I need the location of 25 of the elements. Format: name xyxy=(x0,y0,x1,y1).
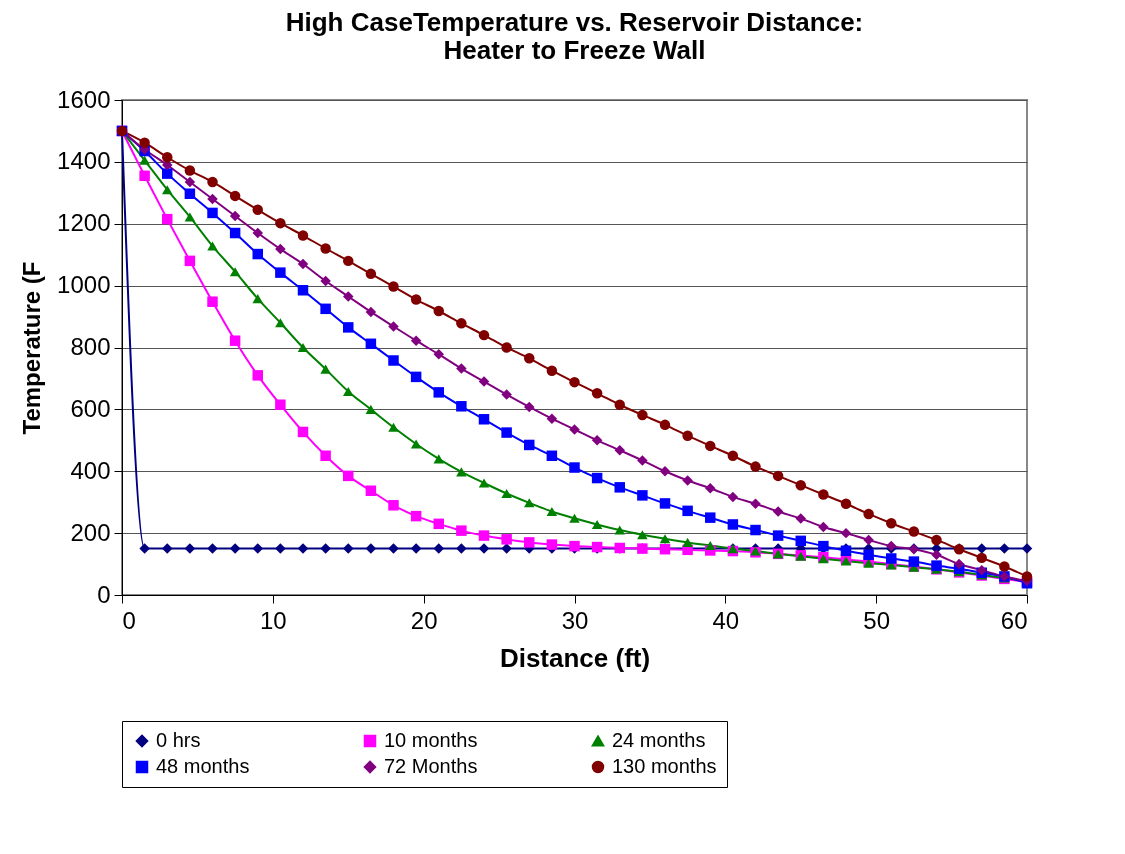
y-tick-label: 1400 xyxy=(57,147,111,175)
y-tick-label: 1000 xyxy=(57,271,111,299)
x-tick-label: 50 xyxy=(863,606,891,634)
legend-label: 130 months xyxy=(612,755,717,777)
y-tick-label: 600 xyxy=(70,394,111,422)
y-axis-title: Temperature (F xyxy=(18,261,46,435)
x-tick-label: 40 xyxy=(712,606,740,634)
y-tick-label: 800 xyxy=(70,333,111,360)
x-tick-label: 60 xyxy=(1000,606,1028,634)
x-tick-label: 0 xyxy=(122,606,136,634)
x-tick-label: 10 xyxy=(259,606,287,634)
legend-label: 24 months xyxy=(612,729,706,751)
x-tick-label: 30 xyxy=(561,606,589,634)
y-tick-label: 0 xyxy=(97,580,111,608)
legend-label: 0 hrs xyxy=(156,729,201,751)
y-tick-label: 400 xyxy=(70,456,111,484)
y-tick-label: 200 xyxy=(70,518,111,546)
legend-label: 72 Months xyxy=(384,755,478,777)
y-tick-label: 1600 xyxy=(57,85,111,113)
y-tick-label: 1200 xyxy=(57,209,111,237)
chart-title: High CaseTemperature vs. Reservoir Distance: Heater to Freeze Wall xyxy=(285,7,864,65)
legend-label: 48 months xyxy=(156,755,250,777)
x-axis-title: Distance (ft) xyxy=(499,642,651,673)
legend-label: 10 months xyxy=(384,729,478,751)
x-tick-label: 20 xyxy=(410,606,438,634)
